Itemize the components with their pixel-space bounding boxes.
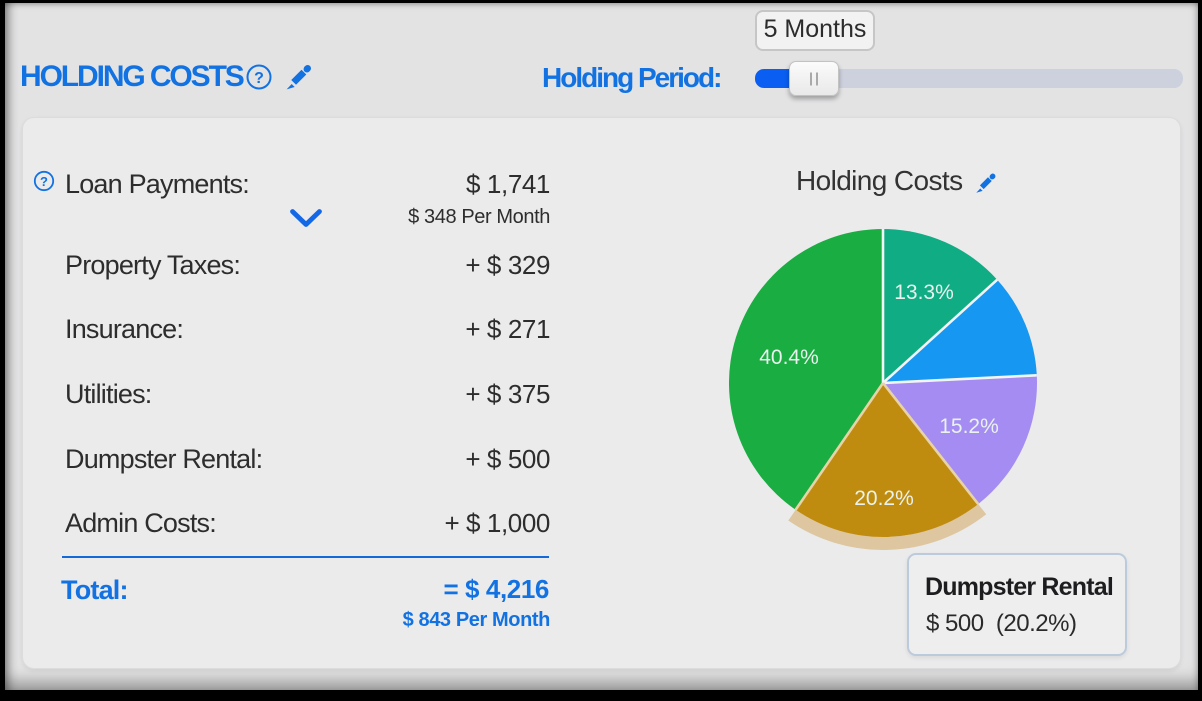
svg-text:15.2%: 15.2% [939, 415, 999, 438]
svg-text:?: ? [40, 174, 48, 189]
svg-text:40.4%: 40.4% [759, 346, 819, 369]
svg-text:?: ? [254, 70, 264, 87]
svg-text:20.2%: 20.2% [854, 487, 914, 510]
svg-text:13.3%: 13.3% [894, 281, 954, 304]
